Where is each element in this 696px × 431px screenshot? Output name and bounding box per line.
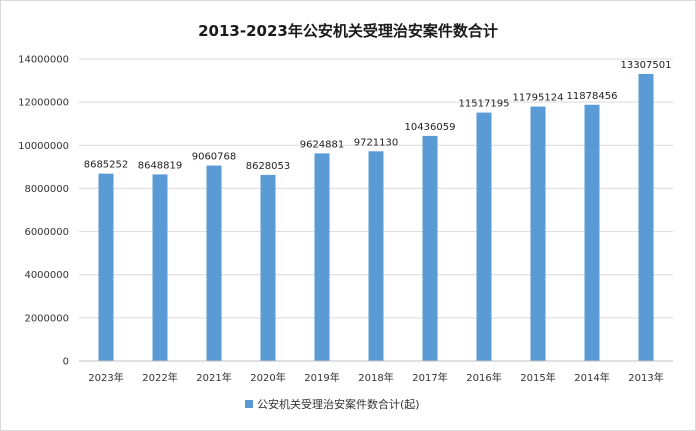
x-tick-label: 2016年 <box>466 371 501 384</box>
legend-label: 公安机关受理治安案件数合计(起) <box>257 397 420 411</box>
data-label: 9060768 <box>192 152 237 163</box>
bar <box>368 151 384 361</box>
x-axis-ticks: 2023年 2022年 2021年 2020年 2019年 2018年 2017年 2016年… <box>88 371 663 384</box>
data-label: 9624881 <box>300 139 345 150</box>
y-tick-label: 4000000 <box>24 270 69 281</box>
x-tick-label: 2023年 <box>88 371 123 384</box>
y-tick-label: 2000000 <box>24 313 69 324</box>
data-label: 11795124 <box>513 93 564 104</box>
bar <box>530 106 546 362</box>
x-tick-label: 2014年 <box>574 371 609 384</box>
data-label: 9721130 <box>354 137 399 148</box>
y-tick-label: 14000000 <box>18 55 69 66</box>
x-tick-label: 2021年 <box>196 371 231 384</box>
x-tick-label: 2017年 <box>412 371 447 384</box>
bar <box>206 165 222 361</box>
data-label: 11878456 <box>567 91 618 102</box>
data-label: 8648819 <box>138 160 183 171</box>
y-tick-label: 10000000 <box>18 141 69 152</box>
y-axis-ticks: 0 2000000 4000000 6000000 8000000 10000000 120… <box>18 55 69 368</box>
x-tick-label: 2013年 <box>628 371 663 384</box>
chart-title: 2013-2023年公安机关受理治安案件数合计 <box>198 22 498 40</box>
x-tick-label: 2019年 <box>304 371 339 384</box>
bar <box>422 135 438 361</box>
bars <box>98 73 654 362</box>
bar <box>98 173 114 361</box>
bar <box>314 153 330 361</box>
y-tick-label: 0 <box>63 357 69 368</box>
data-label: 11517195 <box>459 99 510 110</box>
x-tick-label: 2022年 <box>142 371 177 384</box>
bar <box>638 73 654 361</box>
data-label: 13307501 <box>621 60 672 71</box>
legend: 公安机关受理治安案件数合计(起) <box>245 397 420 411</box>
data-label: 10436059 <box>405 122 456 133</box>
bar <box>476 112 492 361</box>
y-tick-label: 8000000 <box>24 184 69 195</box>
data-labels: 8685252 8648819 9060768 8628053 9624881 97211… <box>84 60 672 172</box>
bar <box>584 104 600 361</box>
legend-swatch <box>245 400 253 408</box>
x-tick-label: 2018年 <box>358 371 393 384</box>
bar <box>152 174 168 361</box>
x-tick-label: 2015年 <box>520 371 555 384</box>
y-tick-label: 6000000 <box>24 227 69 238</box>
data-label: 8628053 <box>246 161 291 172</box>
y-tick-label: 12000000 <box>18 98 69 109</box>
bar <box>260 174 276 361</box>
data-label: 8685252 <box>84 160 129 171</box>
x-tick-label: 2020年 <box>250 371 285 384</box>
